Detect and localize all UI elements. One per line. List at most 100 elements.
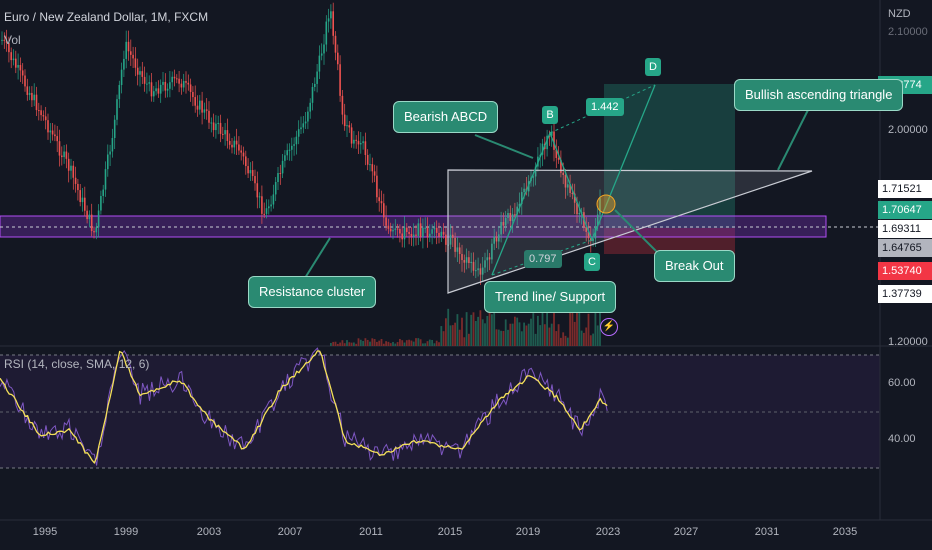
candle-body <box>3 39 6 41</box>
volume-bar <box>571 308 574 346</box>
candle-body <box>307 111 309 122</box>
volume-bar <box>583 332 585 346</box>
volume-bar <box>477 316 479 346</box>
volume-bar <box>596 325 599 346</box>
volume-bar <box>396 342 399 346</box>
candle-body <box>546 135 548 150</box>
volume-bar <box>343 343 346 346</box>
candle-body <box>412 234 415 237</box>
volume-bar <box>435 340 438 346</box>
callout-resistance-cluster[interactable]: Resistance cluster <box>248 276 377 308</box>
point-b-label[interactable]: B <box>542 106 558 124</box>
volume-bar <box>502 330 505 346</box>
candle-body <box>277 173 279 183</box>
candle-body <box>316 71 318 84</box>
candle-body <box>419 223 422 237</box>
candle-body <box>192 91 194 98</box>
price-candles <box>1 2 601 285</box>
candle-body <box>399 228 401 234</box>
candle-body <box>141 71 144 77</box>
callout-break-out[interactable]: Break Out <box>654 250 735 282</box>
candle-body <box>560 159 562 173</box>
candle-body <box>452 234 454 238</box>
candle-body <box>318 55 321 72</box>
volume-bar <box>380 338 383 346</box>
callout-bearish-abcd[interactable]: Bearish ABCD <box>393 101 499 133</box>
candle-body <box>383 203 385 218</box>
rsi-label[interactable]: RSI (14, close, SMA, 12, 6) <box>4 357 150 371</box>
candle-body <box>327 18 330 22</box>
point-d-label[interactable]: D <box>645 58 661 76</box>
bearish-pointer <box>474 134 534 159</box>
candle-body <box>159 84 162 94</box>
candle-body <box>107 154 109 170</box>
candle-body <box>422 227 424 237</box>
volume-bar <box>376 341 378 346</box>
candle-body <box>341 95 344 115</box>
resistance-zone <box>0 215 827 238</box>
rsi-line <box>0 347 608 466</box>
volume-bar <box>555 331 558 346</box>
volume-bar <box>534 333 537 346</box>
candle-body <box>281 160 284 174</box>
candle-body <box>19 65 22 71</box>
candle-body <box>31 92 33 101</box>
rsi-tick-40: 40.00 <box>888 433 916 445</box>
volume-label[interactable]: Vol <box>4 33 21 47</box>
candle-body <box>403 227 406 240</box>
candle-body <box>102 189 104 196</box>
candle-body <box>585 226 587 232</box>
candle-body <box>10 52 12 61</box>
volume-bar <box>569 311 571 346</box>
candle-body <box>233 140 236 148</box>
candle-body <box>90 214 93 232</box>
volume-bar <box>525 325 528 346</box>
candle-body <box>205 109 208 111</box>
volume-bar <box>422 343 424 346</box>
candle-body <box>120 69 123 86</box>
candle-body <box>532 176 535 178</box>
candle-body <box>339 64 341 96</box>
candle-body <box>573 193 576 203</box>
volume-bar <box>371 338 374 346</box>
candle-body <box>394 228 397 230</box>
candle-body <box>81 197 84 203</box>
candle-body <box>461 254 463 261</box>
chart-title[interactable]: Euro / New Zealand Dollar, 1M, FXCM <box>4 10 209 24</box>
candle-body <box>240 150 242 153</box>
candle-body <box>376 175 378 198</box>
candle-body <box>488 257 491 260</box>
candle-body <box>1 39 3 41</box>
candle-body <box>256 183 259 198</box>
volume-bar <box>594 311 597 346</box>
volume-bar <box>394 343 397 346</box>
candle-body <box>468 257 470 264</box>
time-tick: 2027 <box>673 526 699 538</box>
volume-bar <box>412 341 415 346</box>
volume-bar <box>520 331 523 346</box>
callout-trend-line[interactable]: Trend line/ Support <box>484 281 617 313</box>
candle-body <box>438 232 440 237</box>
candle-body <box>433 227 436 230</box>
bd-dashed-line <box>549 84 656 134</box>
candle-body <box>486 257 489 261</box>
candle-body <box>70 165 72 171</box>
candle-body <box>95 227 98 233</box>
candle-body <box>130 51 132 55</box>
candle-body <box>463 260 466 263</box>
candle-body <box>378 197 380 202</box>
price-label-entry: 1.70647 <box>878 201 932 219</box>
volume-bar <box>385 341 387 346</box>
candle-body <box>295 136 298 145</box>
volume-bar <box>447 308 450 346</box>
candle-body <box>291 145 293 150</box>
candle-body <box>396 228 399 230</box>
candle-body <box>77 183 79 191</box>
candle-body <box>17 65 19 68</box>
point-c-label[interactable]: C <box>584 253 600 271</box>
callout-bullish-triangle[interactable]: Bullish ascending triangle <box>734 79 904 111</box>
volume-bar <box>564 335 567 346</box>
flash-icon[interactable]: ⚡ <box>600 318 618 336</box>
volume-bar <box>445 318 447 346</box>
candle-body <box>148 82 150 84</box>
